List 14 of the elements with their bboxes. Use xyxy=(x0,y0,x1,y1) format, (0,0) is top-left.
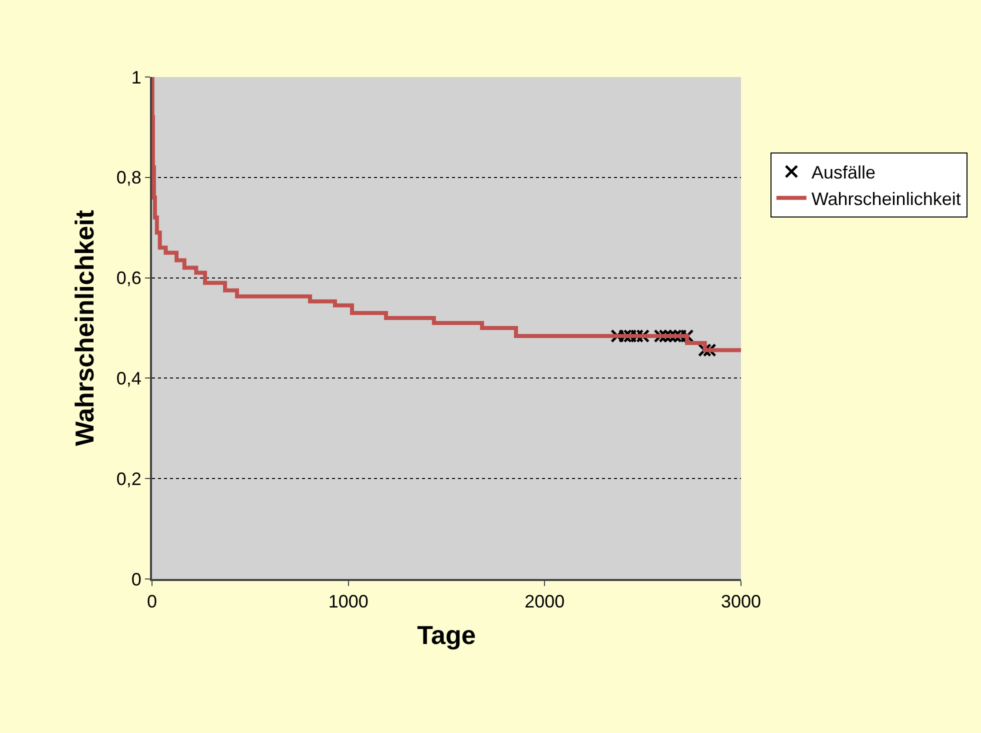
x-tick-label: 0 xyxy=(146,592,158,612)
y-tick-label: 0 xyxy=(131,569,142,590)
y-tick-label: 0,4 xyxy=(116,368,142,388)
x-tick-label: 3000 xyxy=(720,592,762,612)
y-tick-label: 0,6 xyxy=(116,268,142,288)
y-axis-title: Wahrscheinlichkeit xyxy=(69,210,100,446)
y-tick-label: 1 xyxy=(131,67,142,88)
x-axis-title: Tage xyxy=(417,620,476,650)
x-tick-label: 2000 xyxy=(524,592,565,612)
y-tick-label: 0,8 xyxy=(116,168,142,188)
x-tick-label: 1000 xyxy=(328,592,368,612)
legend-label: Wahrscheinlichkeit xyxy=(811,188,961,209)
legend-label: Ausfälle xyxy=(811,162,876,183)
y-tick-label: 0,2 xyxy=(116,468,142,489)
